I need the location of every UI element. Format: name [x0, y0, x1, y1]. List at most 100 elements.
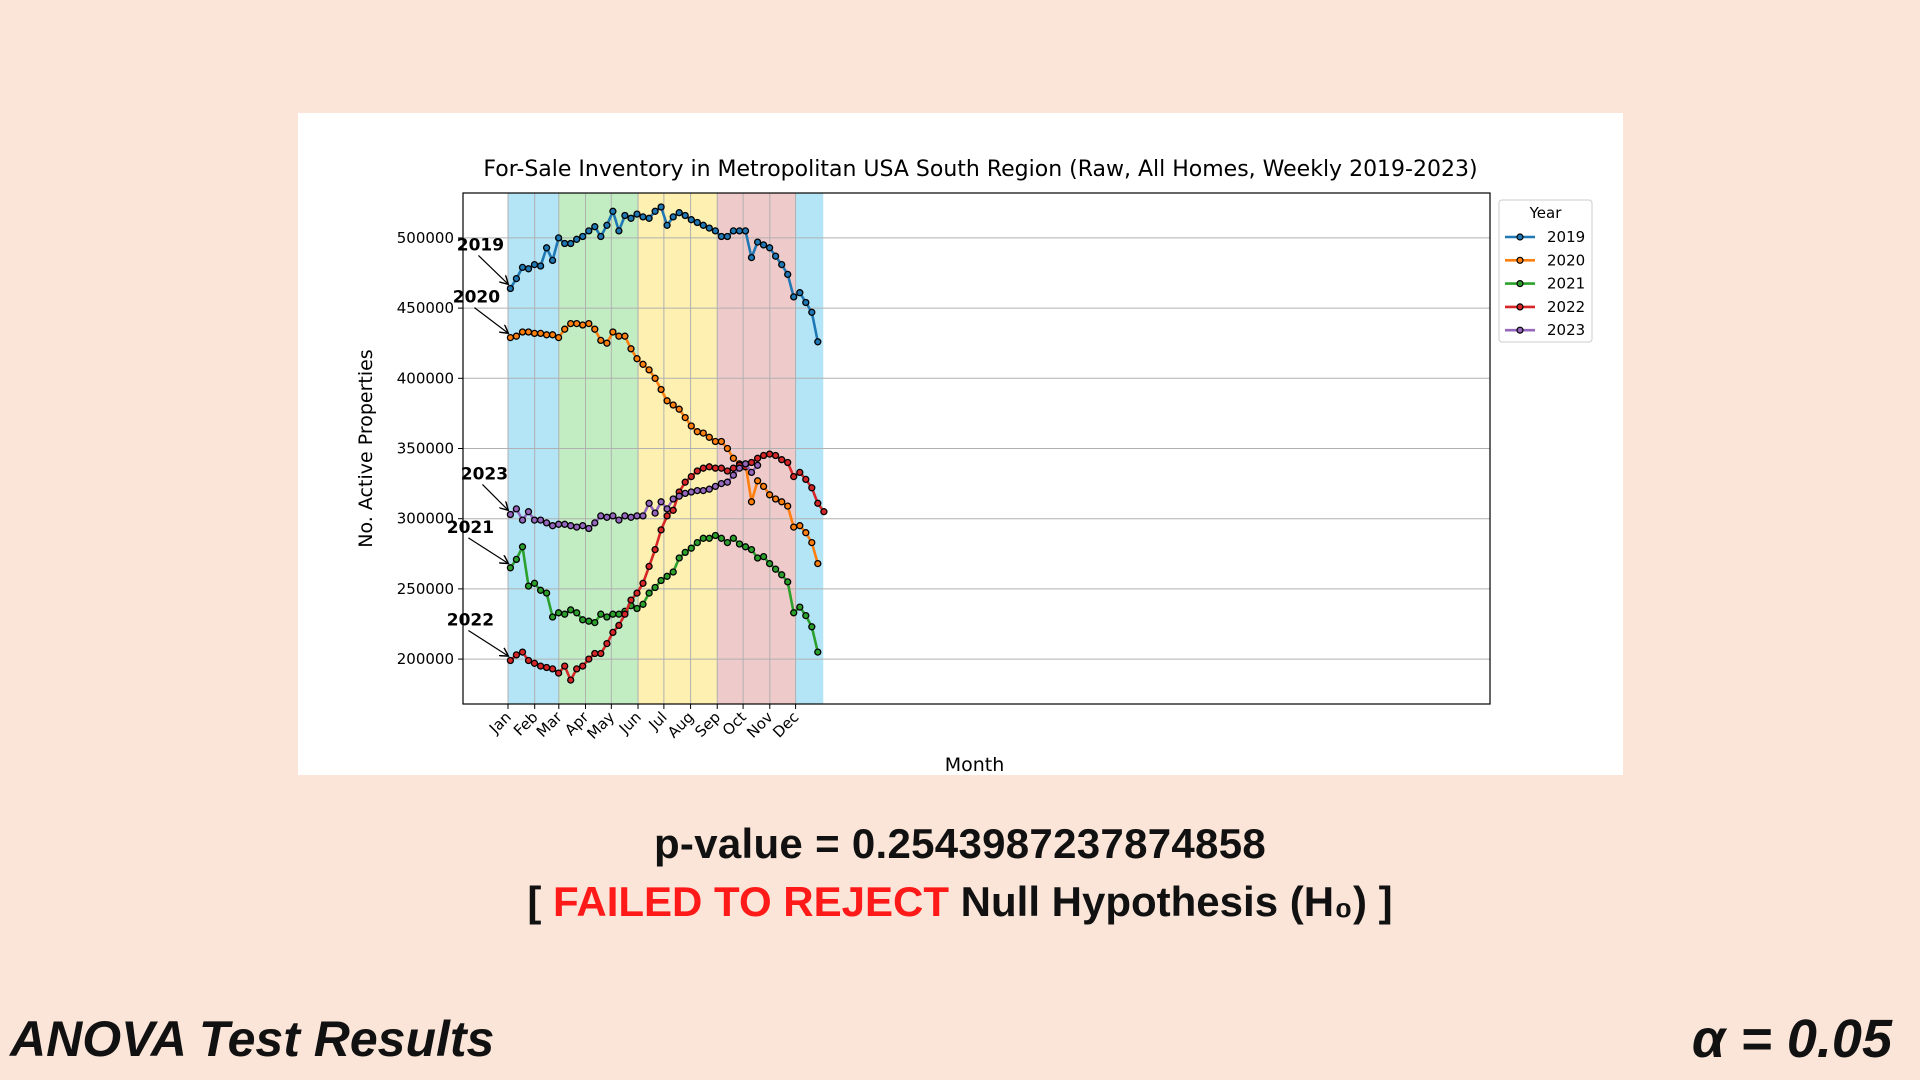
data-point-2019 [645, 214, 653, 222]
data-point-2019 [747, 253, 756, 262]
series-start-label-2019: 2019 [457, 235, 504, 255]
data-point-2020 [585, 319, 593, 328]
data-point-2020 [814, 559, 822, 568]
data-point-2020 [506, 333, 515, 342]
data-point-2022 [747, 458, 756, 467]
legend-marker-2023 [1516, 326, 1524, 334]
data-point-2021 [633, 604, 641, 613]
data-point-2023 [591, 519, 599, 527]
data-point-2021 [669, 568, 677, 576]
data-point-2021 [542, 589, 551, 597]
data-point-2021 [657, 576, 665, 585]
data-point-2020 [687, 422, 695, 430]
data-point-2022 [790, 472, 798, 481]
data-point-2019 [518, 263, 527, 272]
data-point-2021 [705, 534, 713, 542]
x-axis-label: Month [945, 754, 1005, 775]
data-point-2021 [790, 609, 798, 617]
data-point-2019 [627, 214, 635, 222]
verdict-open: [ [527, 878, 554, 925]
data-point-2019 [657, 203, 665, 211]
series-start-arrow-2022 [468, 629, 507, 655]
verdict-reject: FAILED TO REJECT [553, 878, 949, 925]
data-point-2023 [597, 512, 605, 520]
data-point-2021 [585, 617, 593, 625]
data-point-2023 [675, 492, 683, 500]
legend-title: Year [1529, 204, 1563, 222]
data-point-2019 [735, 227, 744, 235]
data-point-2019 [603, 221, 611, 229]
y-tick-label: 250000 [397, 580, 454, 598]
data-point-2021 [699, 534, 707, 542]
x-tick-label: Jun [615, 708, 645, 738]
data-point-2019 [506, 284, 515, 293]
data-point-2022 [765, 450, 774, 458]
y-tick-label: 350000 [397, 440, 454, 458]
data-point-2022 [687, 472, 695, 481]
data-point-2023 [621, 512, 629, 520]
data-point-2022 [591, 649, 599, 658]
legend-label-2021: 2021 [1547, 275, 1585, 293]
data-point-2020 [699, 429, 707, 437]
data-point-2022 [609, 628, 617, 637]
data-point-2023 [603, 513, 611, 521]
legend-marker-2020 [1516, 256, 1524, 264]
data-point-2021 [597, 610, 605, 618]
data-point-2020 [651, 374, 659, 382]
data-point-2023 [585, 524, 593, 533]
data-point-2023 [615, 516, 623, 524]
x-tick-label: Jan [485, 708, 515, 738]
data-point-2021 [561, 610, 569, 618]
data-point-2021 [759, 552, 768, 561]
y-tick-label: 400000 [397, 369, 454, 387]
data-point-2022 [645, 562, 653, 571]
data-point-2019 [633, 210, 641, 218]
data-point-2022 [759, 451, 768, 460]
data-point-2019 [585, 227, 593, 235]
data-point-2020 [759, 482, 768, 491]
data-point-2023 [651, 509, 659, 517]
data-point-2021 [512, 555, 521, 564]
data-point-2022 [536, 662, 545, 670]
data-point-2023 [669, 495, 677, 503]
data-point-2021 [765, 559, 774, 568]
data-point-2022 [512, 651, 521, 659]
data-point-2023 [663, 505, 671, 513]
data-point-2019 [669, 213, 677, 221]
data-point-2019 [778, 260, 786, 269]
p-value-text: p-value = 0.2543987237874858 [653, 820, 1267, 867]
data-point-2020 [729, 454, 738, 462]
data-point-2022 [639, 579, 647, 587]
data-point-2023 [735, 464, 744, 472]
verdict-rest: Null Hypothesis (H₀) ] [949, 878, 1393, 925]
data-point-2023 [573, 523, 581, 531]
data-point-2020 [747, 498, 756, 506]
data-point-2019 [567, 239, 575, 248]
data-point-2022 [585, 655, 593, 663]
data-point-2023 [627, 513, 635, 521]
data-point-2023 [567, 522, 575, 530]
data-point-2022 [693, 467, 701, 475]
data-point-2020 [705, 433, 713, 441]
data-point-2019 [687, 216, 695, 224]
legend-label-2022: 2022 [1547, 298, 1585, 316]
data-point-2020 [753, 477, 762, 485]
data-point-2021 [681, 548, 689, 557]
data-point-2021 [711, 531, 720, 540]
data-point-2023 [693, 486, 701, 495]
y-tick-label: 300000 [397, 510, 454, 528]
data-point-2020 [621, 332, 629, 340]
data-point-2019 [753, 238, 762, 246]
data-point-2023 [639, 512, 647, 520]
data-point-2019 [530, 260, 539, 269]
data-point-2022 [561, 662, 569, 670]
data-point-2023 [561, 520, 569, 528]
data-point-2022 [548, 665, 557, 673]
line-chart: 200000 250000 300000 350000 400000 450000 5000… [355, 157, 1593, 775]
data-point-2021 [717, 534, 726, 542]
data-point-2023 [645, 499, 653, 507]
data-point-2021 [639, 600, 647, 608]
data-point-2021 [615, 610, 623, 618]
data-point-2023 [699, 486, 707, 495]
data-point-2020 [711, 437, 720, 446]
